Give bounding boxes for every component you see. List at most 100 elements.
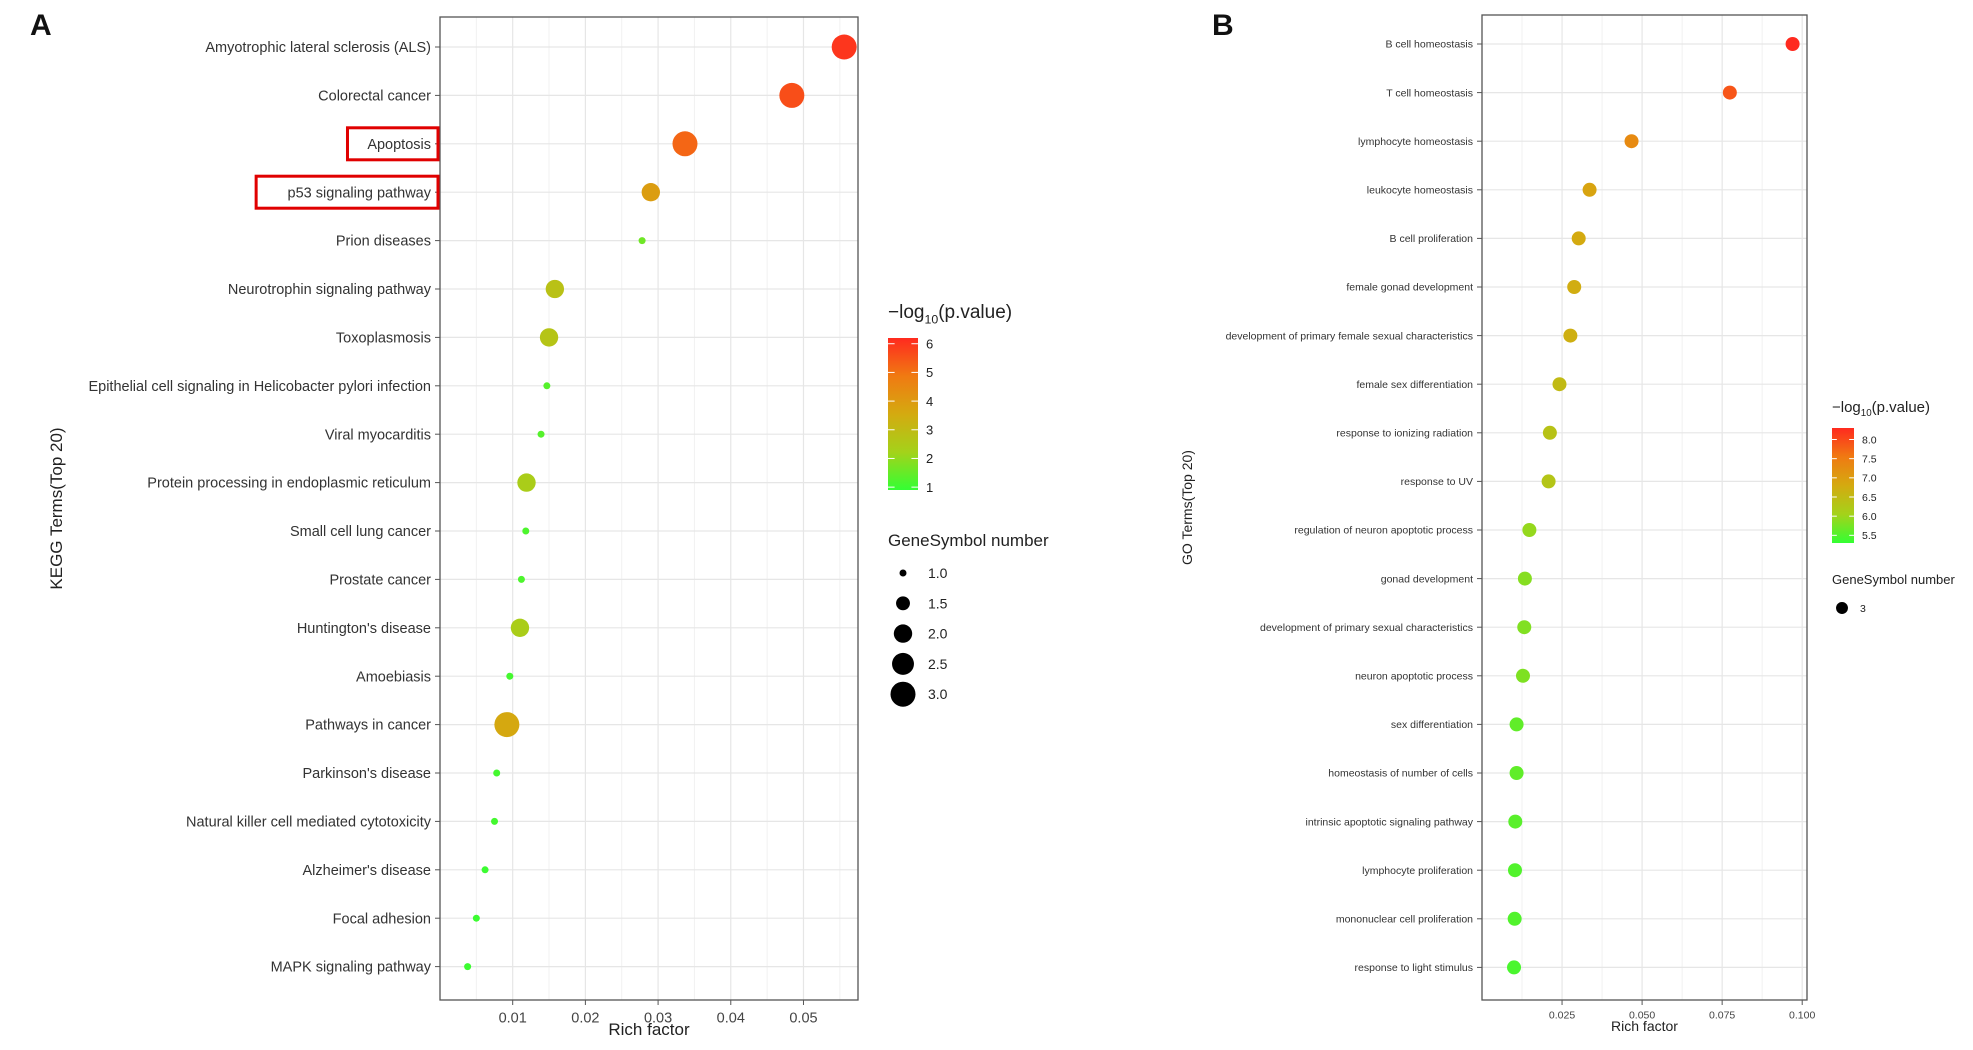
size-legend-title: GeneSymbol number xyxy=(1832,572,1956,587)
color-legend-label: 1 xyxy=(926,480,933,495)
data-point xyxy=(545,279,565,299)
term-label: Alzheimer's disease xyxy=(303,863,432,879)
term-label: p53 signaling pathway xyxy=(288,185,432,201)
term-label: Protein processing in endoplasmic reticu… xyxy=(147,476,431,492)
data-point xyxy=(1785,37,1800,51)
color-legend-label: 7.5 xyxy=(1862,453,1877,465)
panel-a-letter: A xyxy=(30,9,52,42)
term-label: Parkinson's disease xyxy=(302,766,431,782)
data-point xyxy=(1542,425,1557,440)
data-point xyxy=(1571,231,1586,246)
data-point xyxy=(481,866,489,874)
term-label: Apoptosis xyxy=(367,137,431,153)
data-point xyxy=(493,769,501,777)
data-point xyxy=(494,712,520,738)
term-label: sex differentiation xyxy=(1391,719,1473,731)
highlight-box xyxy=(254,174,440,210)
y-axis-title: KEGG Terms(Top 20) xyxy=(47,427,66,589)
term-label: Pathways in cancer xyxy=(305,718,431,734)
data-point xyxy=(1515,668,1530,683)
panel-b-letter: B xyxy=(1212,9,1234,42)
kegg-chart: 0.01 0.02 0.03 0.04 0.05 Amyotrophic lateral … xyxy=(47,16,1049,1039)
term-label: development of primary sexual characteri… xyxy=(1260,622,1473,634)
term-label: Amyotrophic lateral sclerosis (ALS) xyxy=(205,40,431,56)
x-tick-label: 0.05 xyxy=(789,1011,817,1027)
x-tick-label: 0.04 xyxy=(717,1011,745,1027)
term-label: Prostate cancer xyxy=(329,572,431,588)
data-point xyxy=(1522,523,1537,537)
data-point xyxy=(831,34,857,60)
term-label: Huntington's disease xyxy=(297,621,431,637)
color-legend-title-prefix: −log xyxy=(888,302,924,323)
data-point xyxy=(506,672,514,680)
size-legend-point xyxy=(896,596,910,611)
data-point xyxy=(1624,134,1639,149)
data-point xyxy=(472,914,480,922)
highlight-box xyxy=(345,126,440,162)
color-legend-title-prefix: −log xyxy=(1832,399,1861,416)
size-legend-label: 1.0 xyxy=(928,565,948,581)
data-point xyxy=(1563,328,1578,343)
data-point xyxy=(1507,960,1522,975)
x-tick-label: 0.075 xyxy=(1709,1010,1735,1022)
color-legend-title-suffix: (p.value) xyxy=(938,302,1012,323)
size-legend-point xyxy=(1836,602,1848,614)
data-point xyxy=(1507,911,1522,926)
data-point xyxy=(491,817,499,825)
data-point xyxy=(522,527,530,535)
data-point xyxy=(672,131,698,157)
color-legend-title: −log10(p.value) xyxy=(1832,399,1930,419)
size-legend-point xyxy=(893,624,913,643)
color-legend-label: 5 xyxy=(926,365,933,380)
term-label: response to light stimulus xyxy=(1355,962,1473,974)
x-tick-label: 0.03 xyxy=(644,1011,672,1027)
x-tick-label: 0.01 xyxy=(499,1011,527,1027)
data-point xyxy=(1567,280,1582,294)
data-point xyxy=(779,82,805,108)
term-label: lymphocyte proliferation xyxy=(1362,865,1473,877)
term-label: development of primary female sexual cha… xyxy=(1226,330,1473,342)
data-point xyxy=(1722,85,1737,100)
term-label: Epithelial cell signaling in Helicobacte… xyxy=(88,379,431,395)
term-label: neuron apoptotic process xyxy=(1355,670,1473,682)
size-legend-point xyxy=(892,652,914,675)
data-point xyxy=(1582,182,1597,197)
data-point xyxy=(1517,571,1532,586)
size-legend-label: 1.5 xyxy=(928,595,948,611)
term-label: gonad development xyxy=(1381,573,1473,585)
x-axis-title: Rich factor xyxy=(608,1020,690,1039)
size-legend-label: 3 xyxy=(1860,603,1866,615)
data-point xyxy=(517,473,536,492)
data-point xyxy=(641,183,660,202)
data-point xyxy=(543,382,551,390)
color-legend-label: 6 xyxy=(926,336,933,351)
size-legend-point xyxy=(899,569,907,577)
data-point xyxy=(1517,620,1532,635)
x-tick-label: 0.100 xyxy=(1789,1010,1815,1022)
term-label: female gonad development xyxy=(1346,282,1473,294)
term-label: mononuclear cell proliferation xyxy=(1336,913,1473,925)
data-point xyxy=(464,963,472,971)
term-label: homeostasis of number of cells xyxy=(1328,768,1473,780)
data-point xyxy=(1509,717,1524,732)
plot-area xyxy=(440,17,858,1000)
size-legend-label: 3.0 xyxy=(928,686,948,702)
data-point xyxy=(517,575,525,583)
data-point xyxy=(638,237,646,245)
x-tick-label: 0.025 xyxy=(1549,1010,1575,1022)
term-label: regulation of neuron apoptotic process xyxy=(1294,525,1473,537)
color-legend-label: 7.0 xyxy=(1862,473,1877,485)
term-label: Focal adhesion xyxy=(333,911,431,927)
term-label: T cell homeostasis xyxy=(1386,87,1473,99)
color-legend-label: 8.0 xyxy=(1862,434,1877,446)
color-legend-title-suffix: (p.value) xyxy=(1872,399,1930,416)
x-tick-label: 0.050 xyxy=(1629,1010,1655,1022)
term-label: leukocyte homeostasis xyxy=(1367,184,1473,196)
term-label: response to ionizing radiation xyxy=(1336,427,1473,439)
term-label: Colorectal cancer xyxy=(318,88,431,104)
size-legend-label: 2.5 xyxy=(928,656,948,672)
term-label: female sex differentiation xyxy=(1356,379,1473,391)
term-label: MAPK signaling pathway xyxy=(271,960,432,976)
data-point xyxy=(537,430,545,438)
